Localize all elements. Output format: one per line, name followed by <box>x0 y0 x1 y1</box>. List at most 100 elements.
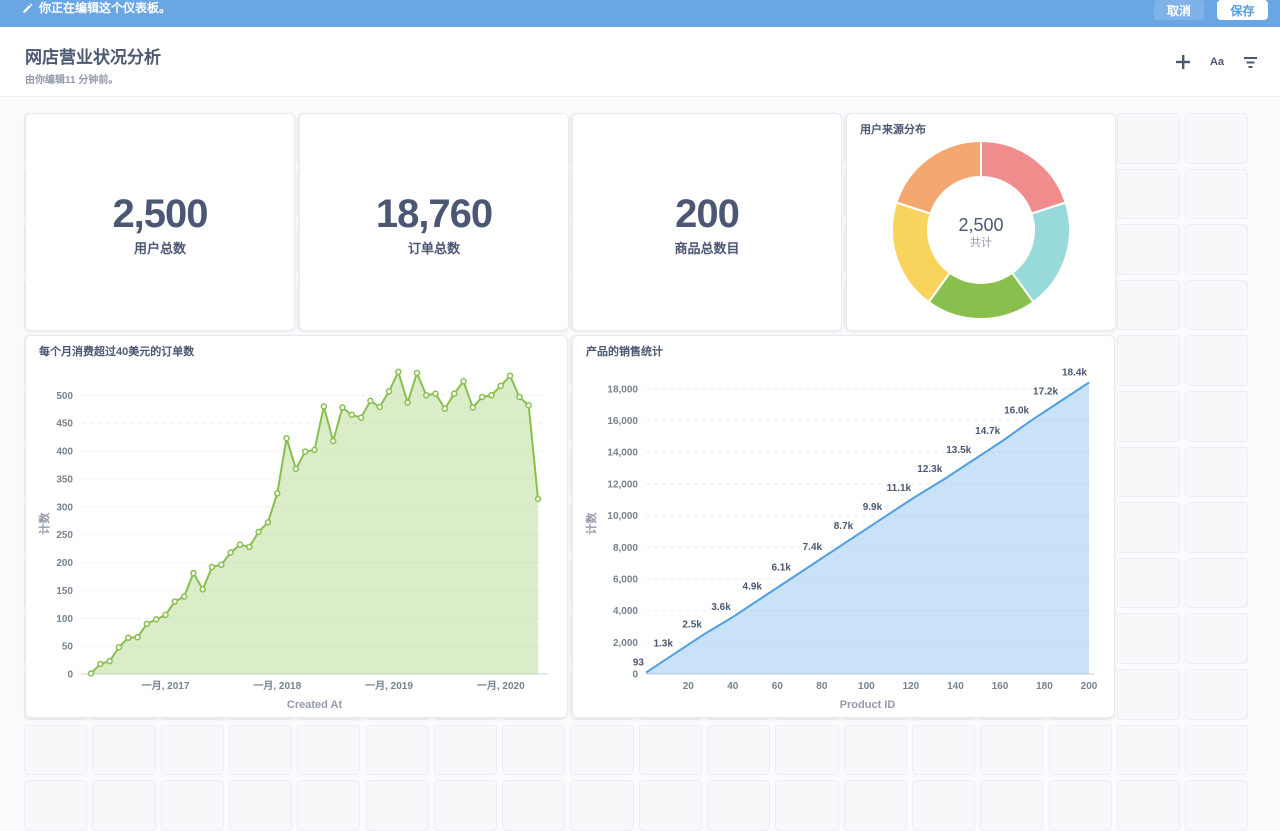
y-tick-label: 14,000 <box>607 448 638 459</box>
data-label: 6.1k <box>771 562 791 573</box>
grid-cell <box>843 780 907 831</box>
cancel-button[interactable]: 取消 <box>1154 0 1204 20</box>
data-point[interactable] <box>404 399 411 406</box>
monthly-orders-chart: 0 50 100 150 200 250 300 350 400 450 500 一月, 2017 一月… <box>37 368 548 711</box>
data-point[interactable] <box>506 372 514 380</box>
donut-center-label: 共计 <box>970 236 992 249</box>
data-label: 12.3k <box>917 464 942 475</box>
data-point[interactable] <box>339 404 346 411</box>
save-button[interactable]: 保存 <box>1217 0 1268 20</box>
grid-cell <box>638 724 702 776</box>
data-point[interactable] <box>218 561 225 568</box>
data-point[interactable] <box>283 434 290 442</box>
card-products-total[interactable]: 200 商品总数目 <box>572 113 842 331</box>
data-point[interactable] <box>367 397 374 405</box>
x-tick-label: 40 <box>727 681 739 692</box>
data-point[interactable] <box>171 598 179 605</box>
data-point[interactable] <box>413 369 421 377</box>
grid-cell <box>1185 557 1249 609</box>
data-point[interactable] <box>516 393 523 401</box>
data-label: 16.0k <box>1004 406 1029 417</box>
data-point[interactable] <box>432 390 439 397</box>
grid-cell <box>570 724 634 776</box>
data-label: 13.5k <box>946 445 971 456</box>
data-point[interactable] <box>534 495 542 503</box>
data-point[interactable] <box>87 670 95 677</box>
grid-cell <box>843 724 907 776</box>
x-tick-label: 80 <box>816 681 828 692</box>
x-tick-label: 100 <box>858 681 875 692</box>
text-box-button[interactable]: Aa <box>1206 54 1228 70</box>
data-point[interactable] <box>255 528 262 536</box>
edit-mode-text: 你正在编辑这个仪表板。 <box>39 1 172 15</box>
edit-mode-bar: 你正在编辑这个仪表板。 取消 保存 <box>0 0 1280 27</box>
x-axis-label: Created At <box>287 699 343 711</box>
grid-cell <box>911 780 976 831</box>
data-point[interactable] <box>190 569 197 577</box>
data-point[interactable] <box>208 563 216 571</box>
x-tick-label: 120 <box>903 681 920 692</box>
data-point[interactable] <box>460 378 467 385</box>
data-point[interactable] <box>525 402 532 409</box>
data-point[interactable] <box>348 411 355 419</box>
data-point[interactable] <box>385 388 393 395</box>
data-label: 2.5k <box>682 619 702 630</box>
grid-cell <box>638 780 702 831</box>
filter-button[interactable] <box>1243 54 1257 70</box>
add-card-button[interactable] <box>1175 54 1191 70</box>
grid-cell <box>1185 613 1249 664</box>
data-point[interactable] <box>274 490 281 497</box>
y-tick-label: 200 <box>56 558 73 569</box>
data-point[interactable] <box>376 403 383 411</box>
data-point[interactable] <box>292 465 300 473</box>
y-tick-label: 50 <box>62 642 74 653</box>
scalar-value: 18,760 <box>375 192 493 236</box>
x-axis-label: Product ID <box>840 699 896 711</box>
grid-cell <box>707 724 771 776</box>
data-point[interactable] <box>320 403 328 410</box>
y-tick-label: 6,000 <box>613 574 638 585</box>
x-tick-label: 60 <box>772 681 784 692</box>
data-point[interactable] <box>357 414 365 421</box>
card-monthly-orders[interactable]: 每个月消费超过40美元的订单数 0 50 100 150 200 250 300 350 400… <box>25 335 568 718</box>
donut-slice[interactable] <box>980 139 1067 215</box>
card-title: 每个月消费超过40美元的订单数 <box>39 346 195 358</box>
data-point[interactable] <box>180 593 188 600</box>
data-point[interactable] <box>478 393 486 401</box>
data-point[interactable] <box>450 390 458 397</box>
data-point[interactable] <box>115 643 123 651</box>
data-point[interactable] <box>106 657 113 665</box>
data-point[interactable] <box>134 633 141 641</box>
data-point[interactable] <box>423 392 430 399</box>
grid-cell <box>502 780 566 831</box>
data-point[interactable] <box>125 634 132 642</box>
data-point[interactable] <box>469 404 477 411</box>
card-user-source[interactable]: 用户来源分布 2,500 共计 <box>846 113 1116 331</box>
data-point[interactable] <box>488 392 495 399</box>
grid-cell <box>1185 113 1249 164</box>
data-point[interactable] <box>301 448 309 455</box>
data-label: 93 <box>633 658 645 669</box>
card-product-sales[interactable]: 产品的销售统计 0 2,000 4,000 6,000 8,000 10,000 12,00… <box>572 335 1115 718</box>
data-point[interactable] <box>497 382 504 390</box>
data-point[interactable] <box>441 405 449 412</box>
last-edited-info: 由你编辑11 分钟前。 <box>25 75 119 86</box>
y-tick-label: 2,000 <box>613 638 638 649</box>
grid-cell <box>1185 502 1249 553</box>
data-point[interactable] <box>97 660 104 668</box>
data-point[interactable] <box>152 616 160 623</box>
grid-cell <box>1116 279 1181 331</box>
data-point[interactable] <box>246 543 253 551</box>
data-point[interactable] <box>395 368 402 376</box>
data-point[interactable] <box>199 586 206 593</box>
card-users-total[interactable]: 2,500 用户总数 <box>25 113 295 331</box>
data-point[interactable] <box>329 437 337 445</box>
data-point[interactable] <box>227 549 234 556</box>
data-point[interactable] <box>236 541 244 548</box>
data-point[interactable] <box>162 611 169 619</box>
donut-slice[interactable] <box>895 139 982 215</box>
data-point[interactable] <box>264 519 272 526</box>
data-point[interactable] <box>143 620 151 628</box>
data-point[interactable] <box>311 446 318 454</box>
card-orders-total[interactable]: 18,760 订单总数 <box>299 113 569 331</box>
